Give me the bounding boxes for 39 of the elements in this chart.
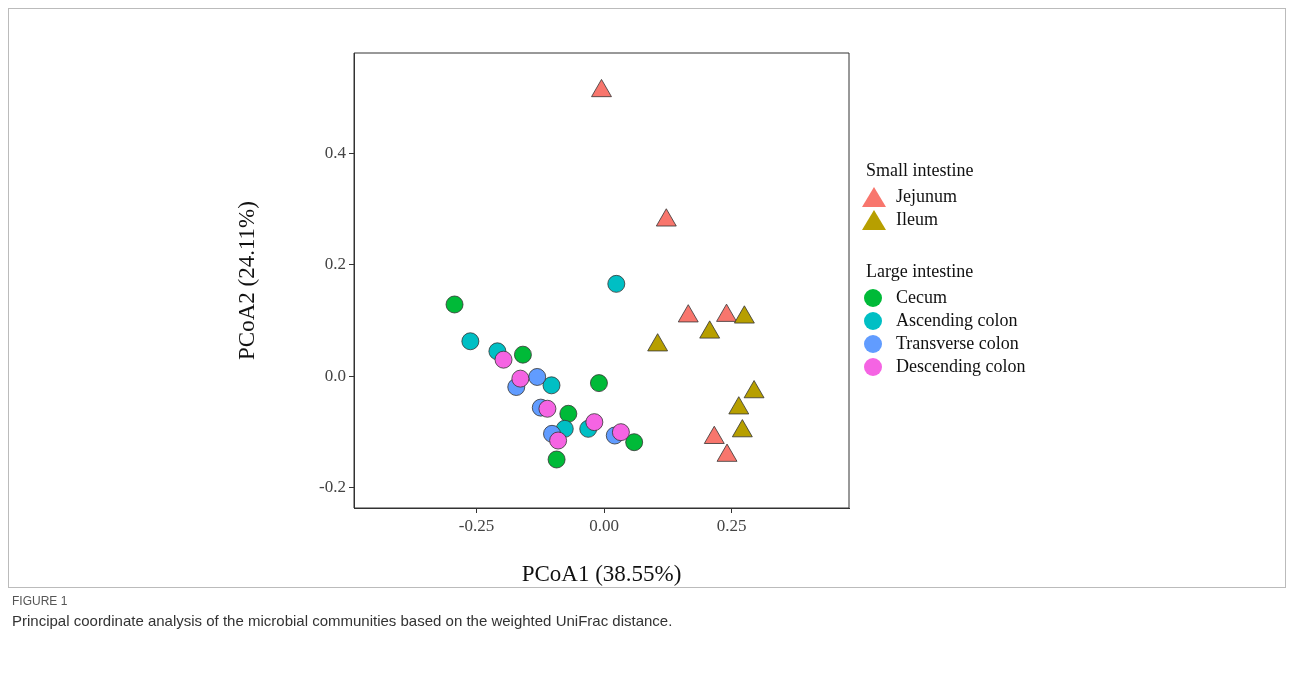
point xyxy=(559,404,578,423)
point xyxy=(511,369,530,388)
point xyxy=(585,413,604,432)
y-axis-title: PCoA2 (24.11%) xyxy=(233,201,259,360)
legend-label: Descending colon xyxy=(896,356,1026,377)
point xyxy=(590,374,608,392)
text: Small intestine xyxy=(866,160,974,180)
x-tick-label: -0.25 xyxy=(458,515,495,535)
point xyxy=(591,79,612,98)
caption: FIGURE 1 xyxy=(12,594,68,608)
legend-label: Ileum xyxy=(896,209,938,230)
point xyxy=(677,304,699,323)
point xyxy=(528,368,547,386)
x-tick-label: 0.25 xyxy=(716,515,747,535)
point xyxy=(549,431,568,450)
legend-label: Cecum xyxy=(896,287,947,308)
point xyxy=(611,423,630,442)
point xyxy=(461,332,480,351)
legend-label: Transverse colon xyxy=(896,333,1019,354)
point xyxy=(494,350,513,369)
point xyxy=(547,450,566,469)
y-tick-label: -0.2 xyxy=(319,477,346,497)
legend-label: Jejunum xyxy=(896,186,957,207)
legend-label: Ascending colon xyxy=(896,310,1018,331)
point xyxy=(625,433,644,452)
text: Principal coordinate analysis of the microbial communities based on the weighted UniFrac distance. xyxy=(12,612,673,629)
y-tick-label: 0.4 xyxy=(324,142,347,162)
point xyxy=(542,376,561,395)
y-tick-label: 0.0 xyxy=(324,365,346,385)
y-tick-label: 0.2 xyxy=(324,254,346,274)
point xyxy=(514,345,532,364)
point xyxy=(655,208,677,227)
text: Large intestine xyxy=(866,261,974,281)
point xyxy=(734,305,755,324)
point xyxy=(607,274,626,293)
point xyxy=(445,295,464,314)
point xyxy=(538,399,557,418)
x-axis-title: PCoA1 (38.55%) xyxy=(521,561,682,587)
x-tick-label: 0.00 xyxy=(589,515,619,535)
